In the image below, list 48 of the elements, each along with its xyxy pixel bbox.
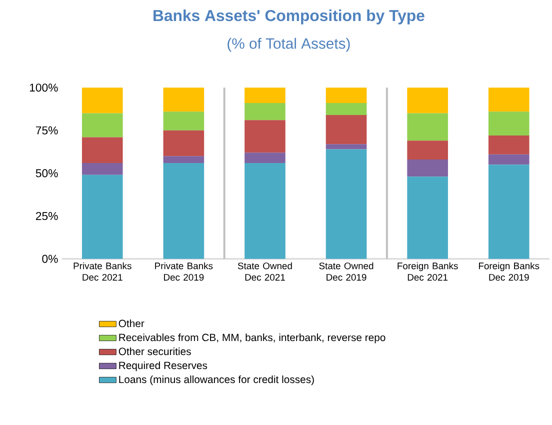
bar — [163, 130, 204, 156]
y-tick-label: 75% — [36, 126, 58, 134]
bar — [82, 174, 123, 259]
bar — [326, 149, 367, 259]
bar — [244, 152, 286, 163]
bar — [82, 162, 123, 175]
y-tick-label: 100% — [30, 84, 58, 92]
y-tick-label: 50% — [36, 169, 58, 178]
bar — [244, 102, 286, 120]
bar — [488, 154, 530, 165]
x-tick-label: Private Banks Dec 2019 — [155, 262, 213, 281]
bar — [244, 162, 286, 259]
bar — [163, 156, 204, 163]
legend-label: Receivables from CB, MM, banks, interbank, reverse repo — [119, 333, 386, 344]
legend-label: Other securities — [118, 347, 191, 356]
bar — [488, 88, 530, 112]
x-tick-label: Private Banks Dec 2021 — [74, 262, 132, 281]
bar — [407, 88, 448, 114]
bar — [82, 113, 123, 138]
bar — [163, 88, 204, 112]
bar — [488, 112, 530, 136]
y-tick-label: 25% — [36, 212, 58, 220]
legend-label: Loans (minus allowances for credit losses) — [119, 375, 314, 386]
chart-title: Banks Assets' Composition by Type — [154, 9, 424, 24]
bar — [163, 162, 204, 259]
legend-label: Other — [118, 319, 144, 328]
bar — [244, 88, 286, 103]
bar — [488, 164, 530, 259]
y-tick-label: 0% — [42, 254, 58, 263]
bar — [326, 88, 367, 103]
bar — [326, 114, 367, 144]
bar — [488, 136, 530, 154]
x-tick-label: Foreign Banks Dec 2019 — [479, 262, 540, 281]
bar — [407, 159, 448, 177]
bar — [326, 102, 367, 115]
bar — [326, 144, 367, 150]
x-tick-label: Foreign Banks Dec 2021 — [398, 262, 458, 281]
bar — [407, 176, 448, 259]
bar — [82, 137, 123, 163]
bar — [163, 112, 204, 130]
chart-subtitle: (% of Total Assets) — [228, 38, 350, 52]
bar — [82, 88, 123, 114]
legend-label: Required Reserves — [119, 361, 208, 372]
bar — [407, 140, 448, 160]
bar — [244, 120, 286, 153]
bar — [407, 113, 448, 141]
x-tick-label: State Owned Dec 2019 — [319, 262, 374, 281]
x-tick-label: State Owned Dec 2021 — [238, 262, 292, 281]
